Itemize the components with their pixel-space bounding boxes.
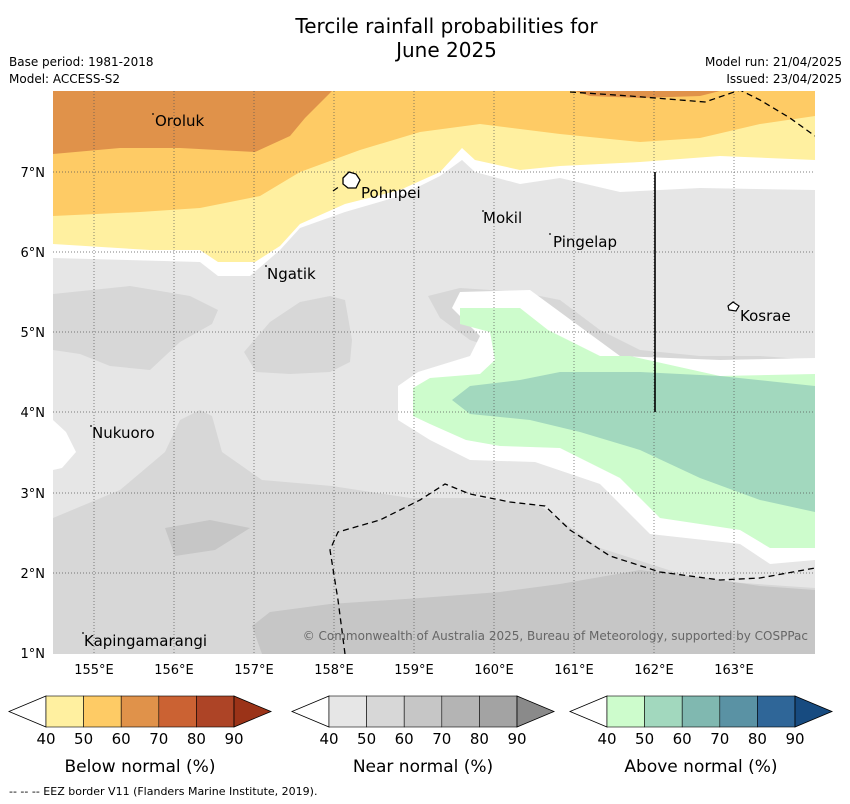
legend-swatch [606,695,645,728]
legend-tick-label: 80 [470,730,489,748]
legend-title: Near normal (%) [353,757,493,777]
lon-axis: 155°E 156°E 157°E 158°E 159°E 160°E 161°… [74,663,754,678]
legend-swatch [366,695,405,728]
place-label-kapingamarangi: Kapingamarangi [84,632,207,650]
place-label-mokil: Mokil [483,209,522,227]
legend-swatch [120,695,160,728]
issued-date: Issued: 23/04/2025 [726,72,842,86]
legend-tick-label: 60 [395,730,414,748]
legend-min-arrow [290,695,330,728]
place-label-pingelap: Pingelap [553,233,617,251]
legend-swatch [719,695,758,728]
legend-tick-label: 90 [507,730,526,748]
legend-swatch [681,695,721,728]
near-normal-60-south [252,570,815,654]
legend-swatch [441,695,480,728]
legend-swatch [328,695,367,728]
legend-tick-label: 80 [187,730,206,748]
legend-tick-label: 90 [224,730,243,748]
legend-group: 40 50 60 70 80 90 Near normal (%) [290,695,556,777]
copyright-text: © Commonwealth of Australia 2025, Bureau… [303,629,808,643]
legend-tick-label: 70 [710,730,729,748]
below-normal-60-patch-east [575,91,720,98]
legend-tick-label: 60 [112,730,131,748]
legend-swatch [83,695,122,728]
legend-tick-label: 90 [785,730,804,748]
eez-footnote: -- -- -- EEZ border V11 (Flanders Marine… [9,785,318,798]
lon-tick: 161°E [554,663,594,678]
legend-tick-label: 40 [319,730,338,748]
legend-max-arrow [516,695,556,728]
below-normal-60-region [53,91,332,154]
lon-tick: 160°E [474,663,514,678]
place-marks [82,113,551,634]
above-normal-50-region [452,372,815,512]
legend-group: 40 50 60 70 80 90 Above normal (%) [568,695,834,777]
legend-swatch [757,695,796,728]
legend-max-arrow [794,695,834,728]
legend-tick-label: 50 [635,730,654,748]
place-label-pohnpei: Pohnpei [361,184,421,202]
lon-tick: 159°E [394,663,434,678]
place-label-ngatik: Ngatik [267,265,316,283]
near-normal-50-patch-center [244,296,352,374]
near-normal-60-region [165,520,250,556]
kosrae-island [727,301,740,312]
legend-group: 40 50 60 70 80 90 Below normal (%) [7,695,273,777]
legend-title: Below normal (%) [65,757,216,777]
legend-tick-label: 60 [673,730,692,748]
place-labels: Oroluk Pohnpei Mokil Pingelap Ngatik Kos… [84,112,791,650]
lat-tick: 5°N [21,326,46,341]
lon-tick: 163°E [714,663,754,678]
lon-tick: 158°E [314,663,354,678]
lon-tick: 156°E [154,663,194,678]
lat-tick: 6°N [21,246,46,261]
lat-tick: 1°N [21,647,46,662]
legend-min-arrow [7,695,47,728]
legend-tick-label: 70 [432,730,451,748]
lon-tick: 157°E [234,663,274,678]
legend-swatch [403,695,443,728]
title-line-1: Tercile rainfall probabilities for [295,14,598,38]
lat-tick: 2°N [21,567,46,582]
legend-tick-label: 40 [36,730,55,748]
map-title: Tercile rainfall probabilities for June … [0,14,850,62]
base-info: Base period: 1981-2018 Model: ACCESS-S2 [9,54,154,88]
legend-tick-label: 70 [149,730,168,748]
title-line-2: June 2025 [396,38,497,62]
legend-swatch [644,695,683,728]
white-hole-west [53,420,76,470]
lon-tick: 155°E [74,663,114,678]
legend-tick-label: 80 [748,730,767,748]
base-period: Base period: 1981-2018 [9,55,154,69]
legend-title: Above normal (%) [624,757,777,777]
lat-axis: 7°N 6°N 5°N 4°N 3°N 2°N 1°N [21,166,46,662]
eez-border [329,91,815,654]
legend-max-arrow [233,695,273,728]
graticule [53,91,815,654]
legend-tick-label: 50 [357,730,376,748]
lat-tick: 7°N [21,166,46,181]
place-label-oroluk: Oroluk [155,112,204,130]
place-label-kosrae: Kosrae [740,307,791,325]
lon-tick: 162°E [634,663,674,678]
run-info: Model run: 21/04/2025 Issued: 23/04/2025 [705,54,842,88]
pohnpei-island [342,171,361,189]
legend-swatch [158,695,197,728]
lat-tick: 3°N [21,487,46,502]
legend-swatch [45,695,84,728]
legends: 40 50 60 70 80 90 Below normal (%) 40 50 60 70 80 90… [7,695,834,777]
legend-tick-label: 40 [597,730,616,748]
legend-swatch [196,695,235,728]
lat-tick: 4°N [21,406,46,421]
map-area: Oroluk Pohnpei Mokil Pingelap Ngatik Kos… [53,91,815,654]
legend-swatch [479,695,518,728]
place-label-nukuoro: Nukuoro [92,424,155,442]
model-run: Model run: 21/04/2025 [704,55,842,69]
legend-min-arrow [568,695,608,728]
legend-tick-label: 50 [74,730,93,748]
model-name: Model: ACCESS-S2 [9,72,121,86]
